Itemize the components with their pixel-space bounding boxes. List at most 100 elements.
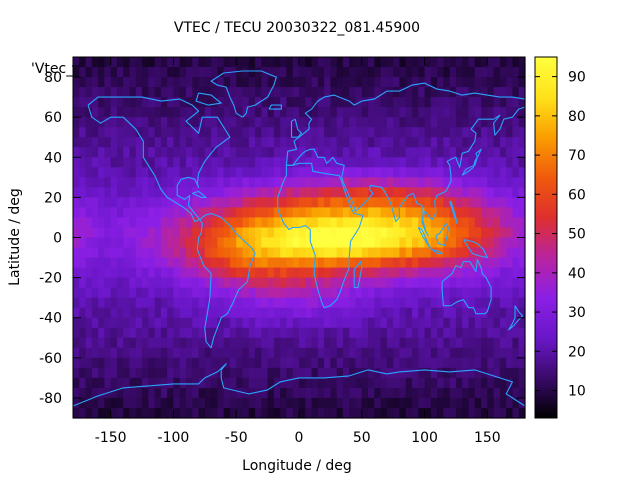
heatmap-cell (443, 87, 451, 98)
heatmap-cell (91, 147, 99, 158)
heatmap-cell (160, 157, 168, 168)
heatmap-cell (79, 57, 87, 68)
heatmap-cell (286, 247, 294, 259)
heatmap-cell (79, 127, 87, 138)
heatmap-cell (217, 157, 225, 168)
heatmap-cell (85, 347, 93, 359)
heatmap-cell (449, 197, 457, 209)
heatmap-cell (405, 287, 413, 299)
heatmap-cell (361, 357, 369, 369)
heatmap-cell (462, 307, 470, 319)
heatmap-cell (79, 347, 87, 359)
colorbar-tick-label: 80 (568, 109, 586, 125)
heatmap-cell (487, 67, 495, 78)
heatmap-cell (110, 357, 118, 369)
heatmap-cell (518, 197, 526, 209)
heatmap-cell (330, 407, 338, 419)
heatmap-cell (393, 237, 401, 249)
heatmap-cell (361, 187, 369, 198)
heatmap-cell (487, 317, 495, 329)
heatmap-cell (399, 377, 407, 389)
heatmap-cell (424, 327, 432, 339)
heatmap-cell (248, 377, 256, 389)
heatmap-cell (217, 387, 225, 399)
heatmap-cell (211, 107, 218, 118)
heatmap-cell (305, 77, 313, 88)
heatmap-cell (393, 107, 401, 118)
heatmap-cell (468, 267, 476, 279)
heatmap-cell (261, 177, 269, 188)
heatmap-cell (336, 407, 344, 419)
heatmap-cell (368, 347, 375, 359)
heatmap-cell (374, 67, 382, 78)
heatmap-cell (154, 267, 162, 279)
heatmap-cell (386, 277, 394, 289)
heatmap-cell (173, 87, 181, 98)
heatmap-cell (110, 257, 118, 269)
heatmap-cell (211, 307, 218, 319)
heatmap-cell (311, 127, 319, 138)
heatmap-cell (324, 77, 331, 88)
heatmap-cell (255, 357, 262, 369)
heatmap-cell (324, 357, 331, 369)
heatmap-cell (487, 377, 495, 389)
heatmap-cell (336, 107, 344, 118)
heatmap-cell (474, 157, 482, 168)
x-tick-label: 150 (474, 430, 501, 446)
heatmap-cell (412, 187, 419, 198)
heatmap-cell (73, 117, 80, 128)
heatmap-cell (229, 367, 237, 379)
heatmap-cell (506, 227, 514, 239)
heatmap-cell (280, 187, 288, 198)
heatmap-cell (487, 407, 495, 419)
heatmap-cell (135, 187, 143, 198)
chart-title: VTEC / TECU 20030322_081.45900 (174, 20, 420, 36)
heatmap-cell (399, 167, 407, 178)
heatmap-cell (330, 167, 338, 178)
heatmap-cell (481, 57, 488, 68)
heatmap-cell (186, 167, 193, 178)
heatmap-cell (85, 117, 93, 128)
heatmap-cell (229, 177, 237, 188)
heatmap-cell (324, 237, 331, 249)
heatmap-cell (361, 407, 369, 419)
heatmap-cell (305, 157, 313, 168)
heatmap-cell (173, 227, 181, 239)
heatmap-cell (135, 297, 143, 309)
heatmap-cell (217, 137, 225, 148)
heatmap-cell (380, 157, 388, 168)
heatmap-cell (248, 297, 256, 309)
heatmap-cell (255, 77, 262, 88)
heatmap-cell (167, 277, 175, 289)
heatmap-cell (481, 87, 488, 98)
heatmap-cell (386, 67, 394, 78)
heatmap-cell (167, 127, 175, 138)
heatmap-cell (355, 327, 363, 339)
heatmap-cell (186, 67, 193, 78)
heatmap-cell (73, 307, 80, 319)
heatmap-cell (98, 287, 105, 299)
heatmap-cell (204, 247, 212, 259)
heatmap-cell (204, 407, 212, 419)
heatmap-cell (299, 397, 306, 409)
heatmap-cell (405, 147, 413, 158)
heatmap-cell (393, 347, 401, 359)
heatmap-cell (342, 397, 350, 409)
heatmap-cell (374, 237, 382, 249)
heatmap-cell (154, 57, 162, 68)
heatmap-cell (330, 337, 338, 349)
heatmap-cell (380, 257, 388, 269)
heatmap-cell (85, 277, 93, 289)
heatmap-cell (349, 387, 357, 399)
heatmap-cell (104, 347, 112, 359)
heatmap-cell (261, 77, 269, 88)
heatmap-cell (217, 147, 225, 158)
heatmap-cell (211, 377, 218, 389)
heatmap-cell (73, 177, 80, 188)
heatmap-cell (242, 97, 250, 108)
heatmap-cell (286, 187, 294, 198)
heatmap-cell (399, 97, 407, 108)
heatmap-cell (518, 237, 526, 249)
heatmap-cell (430, 397, 438, 409)
heatmap-cell (305, 227, 313, 239)
